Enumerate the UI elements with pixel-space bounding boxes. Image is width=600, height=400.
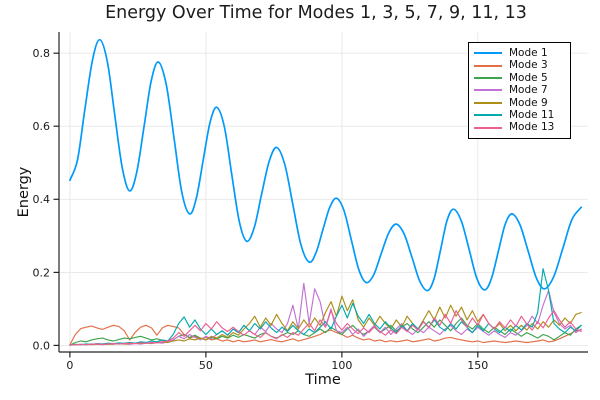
series-line-mode-11	[69, 268, 582, 346]
series-line-mode-3	[69, 324, 582, 346]
legend-line-swatch	[474, 101, 502, 104]
series-line-mode-1	[69, 38, 583, 292]
legend-item-mode-5: Mode 5	[474, 72, 565, 84]
legend-line-swatch	[474, 64, 502, 67]
chart-title: Energy Over Time for Modes 1, 3, 5, 7, 9…	[105, 3, 527, 23]
legend-item-mode-13: Mode 13	[474, 121, 565, 133]
x-tick-label: 50	[199, 359, 213, 372]
legend-line-swatch	[474, 76, 502, 79]
legend-label: Mode 5	[509, 71, 548, 84]
legend-label: Mode 9	[509, 96, 548, 109]
legend-item-mode-7: Mode 7	[474, 84, 565, 96]
legend-item-mode-9: Mode 9	[474, 97, 565, 109]
x-tick-label: 0	[66, 359, 73, 372]
legend-item-mode-1: Mode 1	[474, 47, 565, 59]
y-tick-label: 0.2	[33, 266, 51, 279]
y-tick-label: 0.4	[33, 193, 51, 206]
y-tick-label: 0.6	[33, 120, 51, 133]
legend-line-swatch	[474, 89, 502, 92]
legend-label: Mode 3	[509, 59, 548, 72]
y-axis-label: Energy	[16, 166, 32, 218]
x-axis-label: Time	[305, 372, 341, 388]
legend-line-swatch	[474, 126, 502, 129]
y-tick-label: 0.0	[33, 339, 51, 352]
legend-line-swatch	[474, 52, 502, 55]
series-line-mode-13	[69, 310, 582, 346]
x-tick-label: 150	[467, 359, 488, 372]
legend-label: Mode 1	[509, 46, 548, 59]
y-tick-label: 0.8	[33, 47, 51, 60]
x-tick-label: 100	[331, 359, 352, 372]
legend-items: Mode 1 Mode 3 Mode 5 Mode 7 Mode 9 Mode 11 Mod…	[474, 47, 565, 134]
legend-item-mode-3: Mode 3	[474, 59, 565, 71]
legend-label: Mode 11	[509, 108, 555, 121]
legend-item-mode-11: Mode 11	[474, 109, 565, 121]
legend-label: Mode 13	[509, 121, 555, 134]
series-line-mode-5	[69, 317, 582, 346]
legend-label: Mode 7	[509, 84, 548, 97]
series-line-mode-7	[69, 282, 582, 346]
legend-line-swatch	[474, 114, 502, 117]
legend: Mode 1 Mode 3 Mode 5 Mode 7 Mode 9 Mode 11 Mod…	[468, 42, 571, 139]
